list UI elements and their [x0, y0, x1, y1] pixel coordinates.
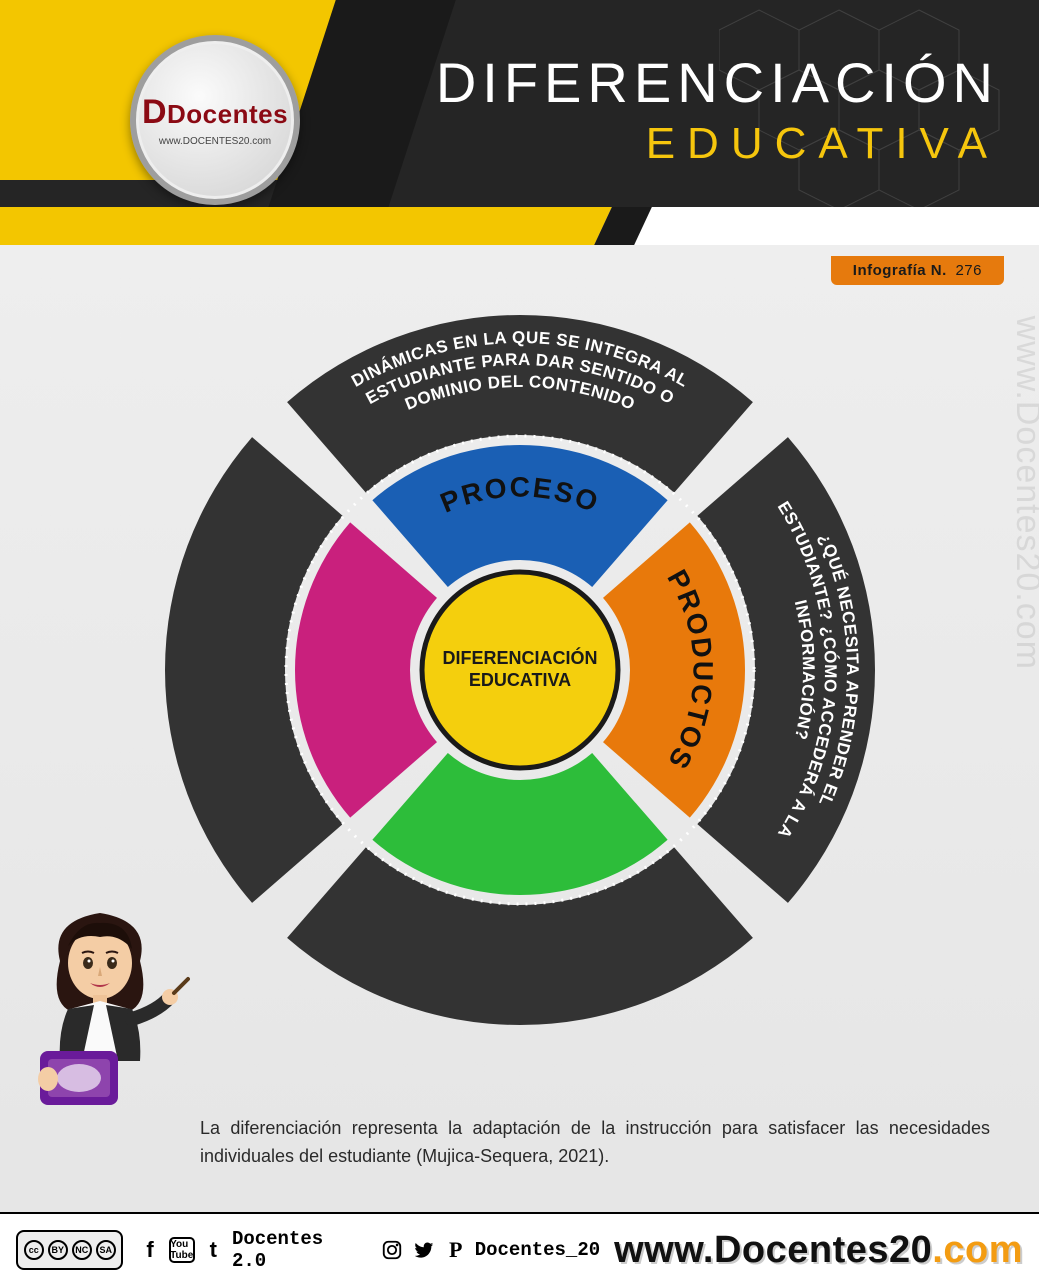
handle-2: Docentes_20: [475, 1239, 600, 1261]
tumblr-icon[interactable]: t: [201, 1237, 226, 1263]
header: DDocentes www.DOCENTES20.com DIFERENCIAC…: [0, 0, 1039, 245]
twitter-icon[interactable]: [411, 1237, 437, 1263]
footer: cc BY NC SA f YouTube t Docentes 2.0 P D…: [0, 1212, 1039, 1286]
center-text-2: EDUCATIVA: [468, 670, 570, 690]
center-text-1: DIFERENCIACIÓN: [442, 647, 597, 668]
wheel-diagram: DINÁMICAS EN LA QUE SE INTEGRA ALESTUDIA…: [150, 300, 890, 1040]
inner-segment: [372, 753, 667, 895]
youtube-icon[interactable]: YouTube: [169, 1237, 195, 1263]
infotag-label: Infografía N.: [853, 262, 947, 279]
cc-icon: cc: [24, 1240, 44, 1260]
infographic-number-tag: Infografía N. 276: [831, 256, 1004, 285]
inner-segment: [295, 522, 437, 817]
logo-initial: D: [142, 93, 167, 131]
teacher-illustration: [10, 901, 190, 1141]
description-text: La diferenciación representa la adaptaci…: [200, 1115, 990, 1171]
logo-url: www.DOCENTES20.com: [159, 136, 271, 147]
url-main: Docentes20: [714, 1229, 932, 1271]
logo-brand: Docentes: [167, 99, 288, 129]
inner-segment: [603, 522, 745, 817]
cc-sa-icon: SA: [96, 1240, 116, 1260]
handle-1: Docentes 2.0: [232, 1228, 365, 1272]
page-title: DIFERENCIACIÓN EDUCATIVA: [436, 50, 999, 169]
url-suffix: .com: [932, 1229, 1023, 1271]
social-group-1: f YouTube t Docentes 2.0: [137, 1228, 364, 1272]
inner-segment: [372, 445, 667, 587]
instagram-icon[interactable]: [379, 1237, 405, 1263]
cc-nc-icon: NC: [72, 1240, 92, 1260]
watermark-text: www.Docentes20.com: [1008, 316, 1039, 670]
header-ribbon: [0, 207, 1039, 245]
social-group-2: P Docentes_20: [379, 1237, 600, 1263]
cc-license-badge: cc BY NC SA: [16, 1230, 123, 1270]
title-line-2: EDUCATIVA: [436, 119, 999, 169]
cc-by-icon: BY: [48, 1240, 68, 1260]
brand-logo: DDocentes www.DOCENTES20.com: [130, 35, 300, 205]
title-line-1: DIFERENCIACIÓN: [436, 50, 999, 115]
footer-url[interactable]: www.Docentes20.com: [614, 1229, 1023, 1272]
pinterest-icon[interactable]: P: [443, 1237, 469, 1263]
facebook-icon[interactable]: f: [137, 1237, 162, 1263]
url-prefix: www.: [614, 1229, 714, 1271]
infotag-number: 276: [955, 262, 982, 279]
